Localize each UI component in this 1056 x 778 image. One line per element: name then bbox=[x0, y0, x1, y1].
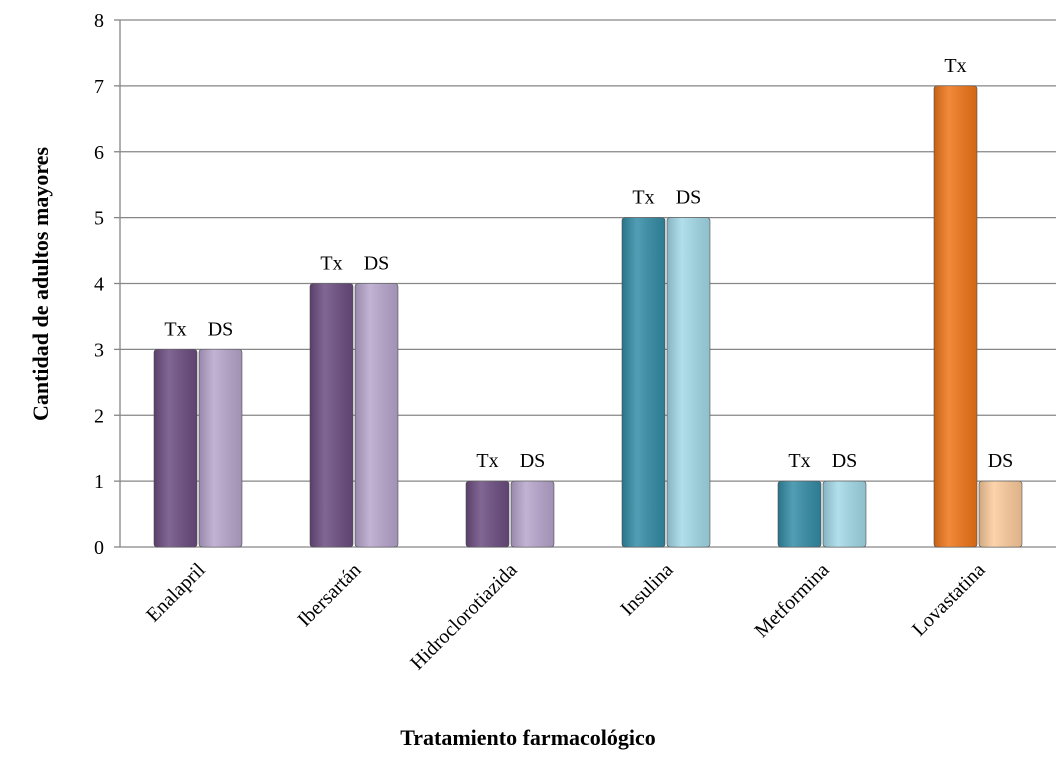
bar-shade bbox=[667, 217, 710, 547]
bar-label: Tx bbox=[632, 187, 654, 209]
y-tick-label: 2 bbox=[94, 405, 104, 427]
bar-shade bbox=[355, 283, 398, 547]
bar-label: DS bbox=[520, 450, 546, 472]
bar-label: DS bbox=[364, 253, 390, 275]
y-axis-label: Cantidad de adultos mayores bbox=[28, 147, 53, 421]
x-tick-label: Lovastatina bbox=[908, 559, 990, 641]
y-tick-label: 7 bbox=[94, 76, 104, 98]
y-tick-label: 6 bbox=[94, 142, 104, 164]
y-tick-label: 5 bbox=[94, 208, 104, 230]
y-tick-label: 8 bbox=[94, 10, 104, 32]
bar-label: DS bbox=[676, 187, 702, 209]
x-tick-label: Enalapril bbox=[142, 559, 210, 627]
bar-shade bbox=[979, 481, 1022, 547]
bar-shade bbox=[622, 217, 665, 547]
y-tick-label: 0 bbox=[94, 537, 104, 559]
bar-label: Tx bbox=[944, 55, 966, 77]
y-tick-label: 3 bbox=[94, 339, 104, 361]
bar-shade bbox=[511, 481, 554, 547]
x-tick-label: Metformina bbox=[750, 559, 833, 642]
x-axis-label: Tratamiento farmacológico bbox=[400, 725, 656, 750]
bar-label: DS bbox=[208, 318, 234, 340]
bar-shade bbox=[934, 85, 977, 547]
bar-label: DS bbox=[988, 450, 1014, 472]
bar-shade bbox=[466, 481, 509, 547]
bar-shade bbox=[310, 283, 353, 547]
bar-shade bbox=[778, 481, 821, 547]
bar-label: Tx bbox=[320, 253, 342, 275]
bar-shade bbox=[199, 349, 242, 547]
bar-label: DS bbox=[832, 450, 858, 472]
bar-label: Tx bbox=[476, 450, 498, 472]
x-tick-label: Hidroclorotiazida bbox=[406, 559, 521, 674]
x-tick-label: Insulina bbox=[616, 559, 677, 620]
y-tick-label: 4 bbox=[94, 274, 104, 296]
x-tick-label: Ibersartán bbox=[293, 559, 365, 631]
bar-label: Tx bbox=[788, 450, 810, 472]
bar-shade bbox=[154, 349, 197, 547]
y-tick-label: 1 bbox=[94, 471, 104, 493]
bar-shade bbox=[823, 481, 866, 547]
bar-label: Tx bbox=[164, 318, 186, 340]
